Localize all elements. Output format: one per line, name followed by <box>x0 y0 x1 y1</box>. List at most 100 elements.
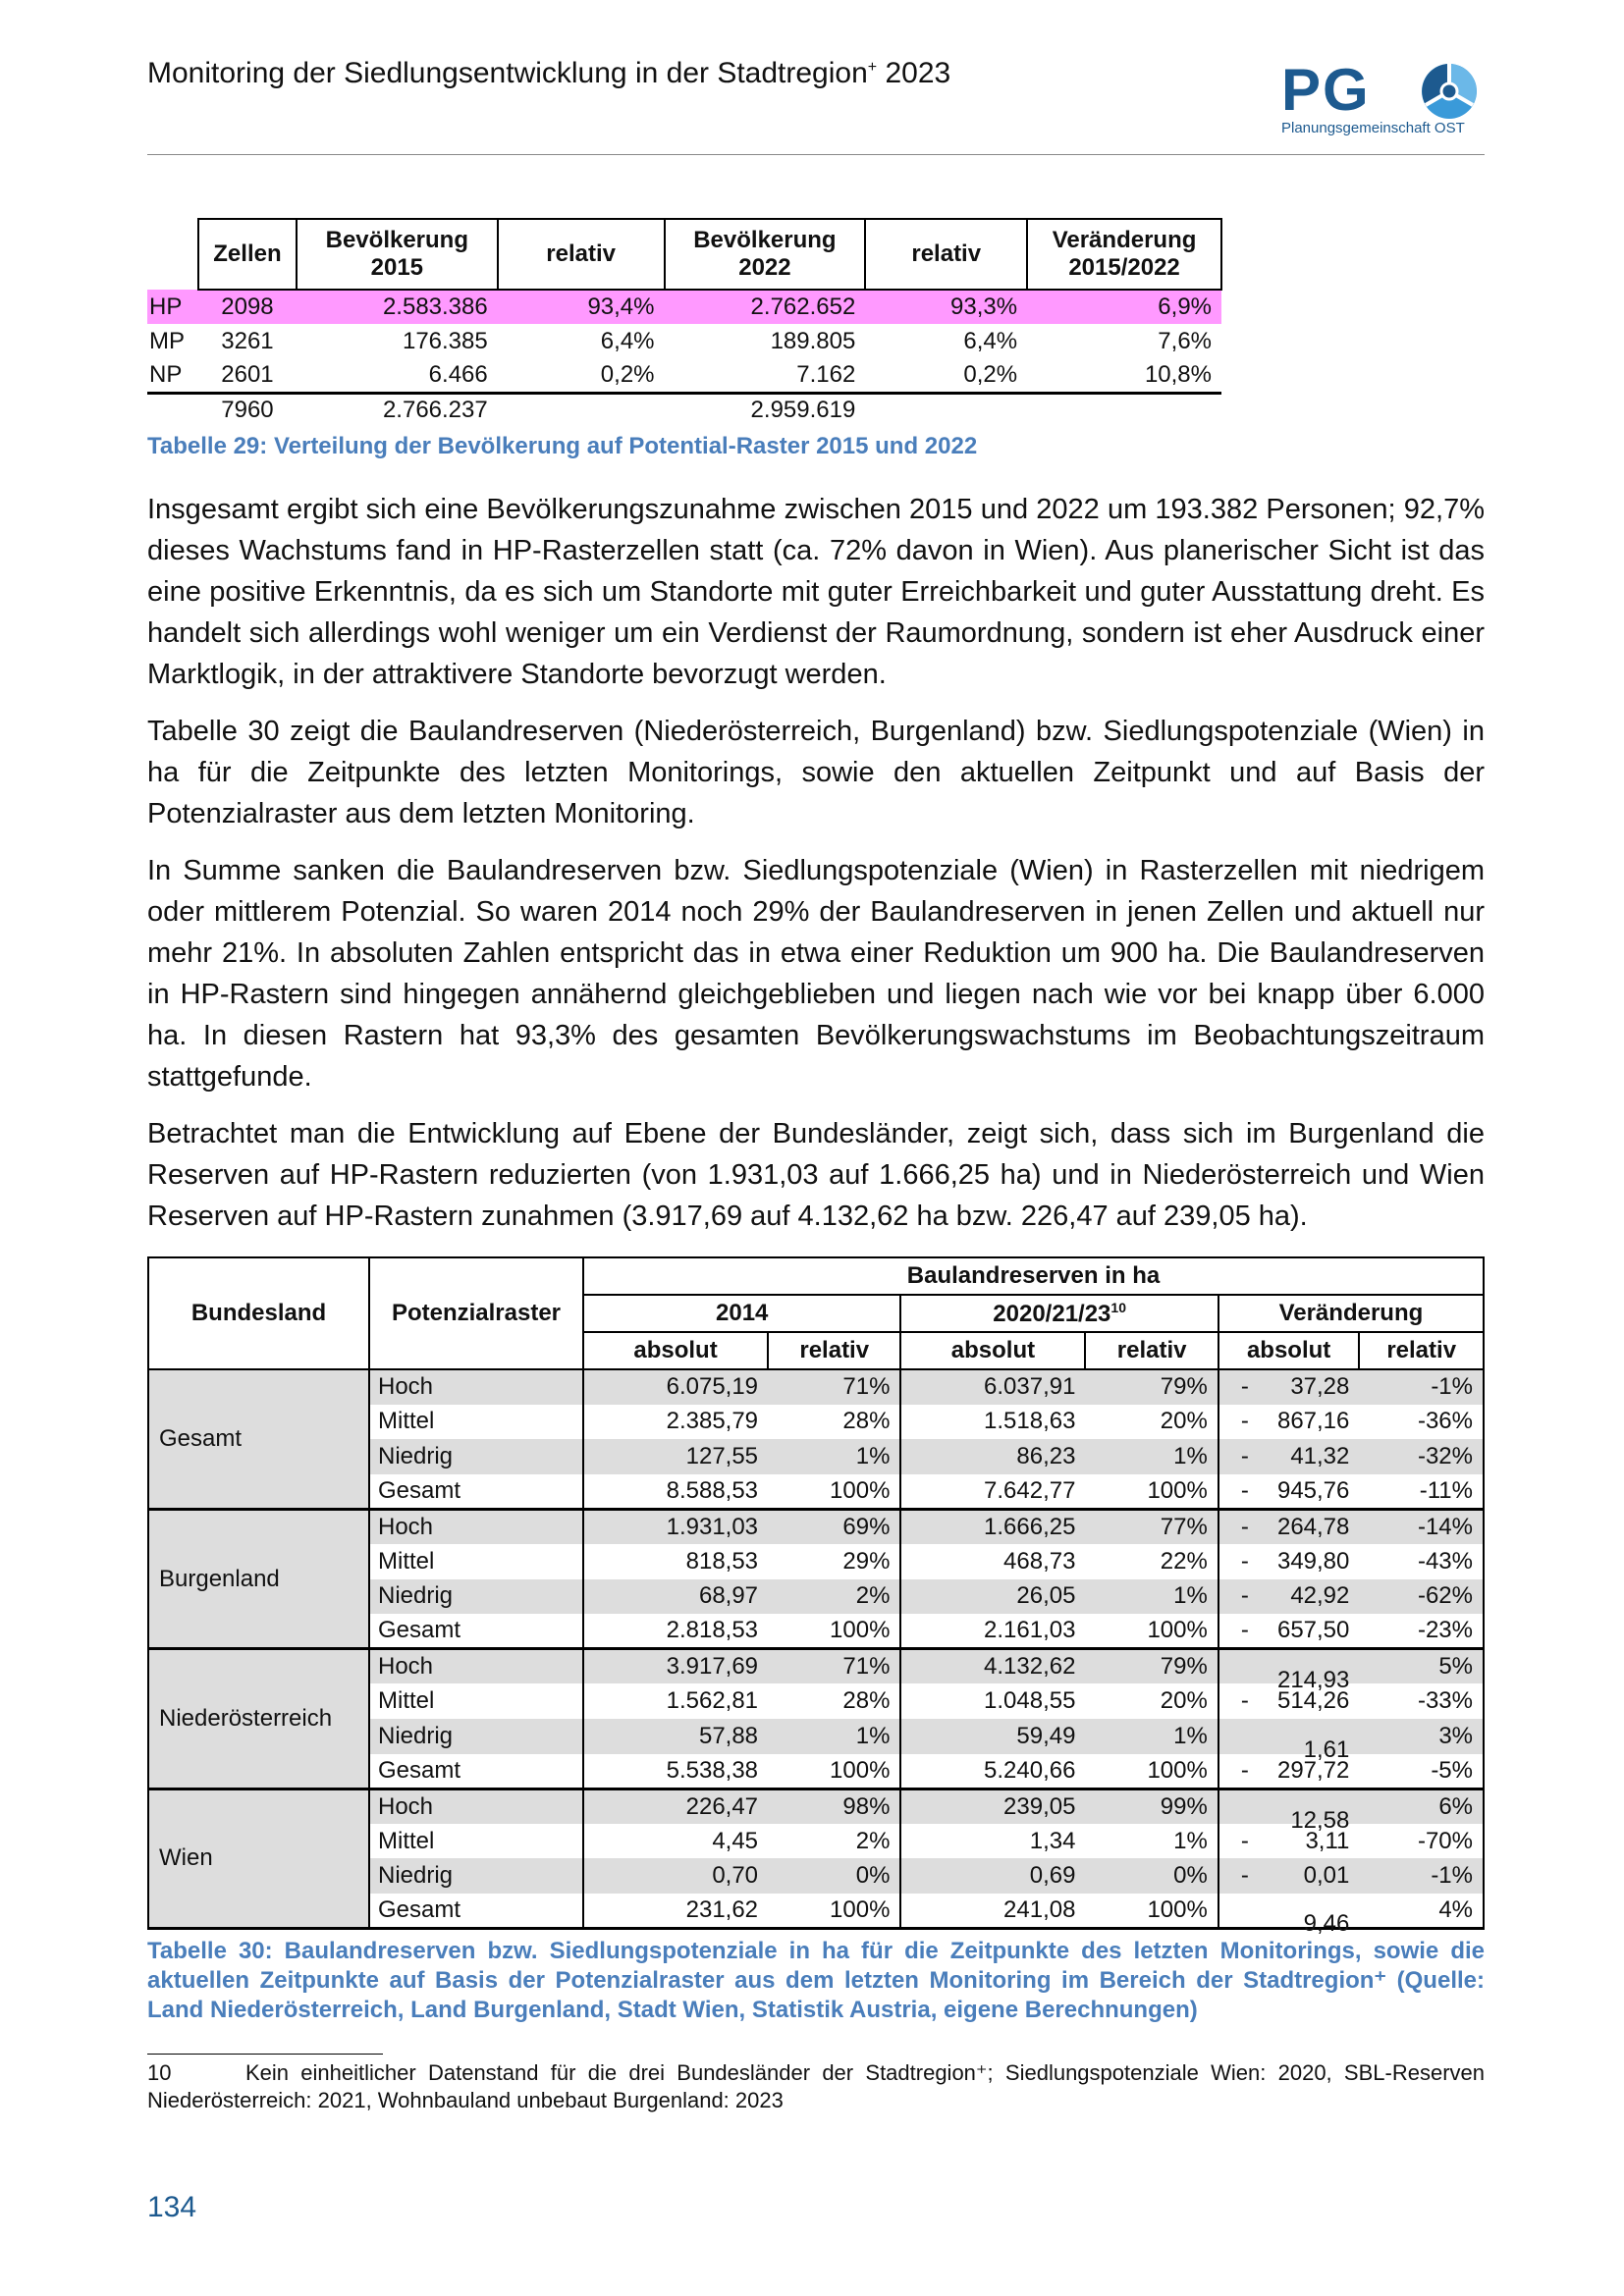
table-row: Mittel 1.562,81 28% 1.048,55 20% -514,26 -33% <box>148 1683 1485 1719</box>
table-cell: -23% <box>1359 1614 1485 1651</box>
table-cell: 0,2% <box>865 358 1028 395</box>
table-row: Mittel 818,53 29% 468,73 22% -349,80 -43% <box>148 1543 1485 1579</box>
table-cell: 0,70 <box>581 1858 769 1894</box>
table-cell: 20% <box>1160 1408 1208 1435</box>
bundesland-cell: Burgenland <box>147 1508 370 1651</box>
table-cell: 1.931,03 <box>581 1509 769 1544</box>
value: 42,92 <box>1290 1582 1350 1610</box>
sign: - <box>1240 1582 1249 1610</box>
table-cell: 1,34 <box>899 1823 1086 1859</box>
table-cell: 468,73 <box>899 1543 1086 1579</box>
table-row: Niedrig 0,70 0% 0,69 0% -0,01 -1% <box>148 1858 1485 1894</box>
paragraph-4: Betrachtet man die Entwicklung auf Ebene… <box>147 1118 1485 1232</box>
table-cell: 98% <box>768 1789 901 1824</box>
table-cell: 8.588,53 <box>581 1473 769 1511</box>
table-row: Burgenland Hoch 1.931,03 69% 1.666,25 77% -264… <box>147 1508 1485 1651</box>
table-row: Niederösterreich Hoch 3.917,69 71% 4.132,62 7… <box>147 1647 1485 1790</box>
sub-header: absolut <box>1217 1331 1361 1370</box>
table-cell: -1% <box>1359 1858 1485 1894</box>
table-cell <box>498 393 665 427</box>
change-absolute-cell: 9,46 <box>1217 1893 1360 1937</box>
table-cell: Hoch <box>368 1509 583 1544</box>
logo-letters: PG <box>1281 57 1371 123</box>
table-cell: 818,53 <box>581 1543 769 1579</box>
table-cell: 127,55 <box>581 1439 769 1474</box>
table-row: MP 3261 176.385 6,4% 189.805 6,4% 7,6% <box>147 324 1221 358</box>
sign: - <box>1240 1373 1249 1401</box>
table-29-caption: Tabelle 29: Verteilung der Bevölkerung a… <box>147 433 978 459</box>
table-cell: 4.132,62 <box>899 1648 1086 1684</box>
sub-header: absolut <box>899 1331 1087 1370</box>
header-sup: + <box>867 59 878 76</box>
header-title: Monitoring der Siedlungsentwicklung in d… <box>147 57 868 89</box>
table-cell: -14% <box>1359 1509 1485 1544</box>
sub-header: absolut <box>581 1331 770 1370</box>
table-cell: 226,47 <box>581 1789 769 1824</box>
t29-header: Zellen <box>196 218 298 291</box>
table-cell: -11% <box>1359 1473 1485 1511</box>
col-2020: 2020/21/2310 <box>899 1294 1219 1333</box>
table-cell: 2.959.619 <box>750 397 856 424</box>
table-cell: 10,8% <box>1027 358 1221 395</box>
table-cell: -70% <box>1359 1823 1485 1859</box>
change-absolute-cell: - 3,11 <box>1217 1823 1360 1859</box>
change-absolute-cell: - 37,28 <box>1217 1369 1360 1405</box>
header-year: 2023 <box>877 57 951 89</box>
table-cell: 5.538,38 <box>581 1753 769 1790</box>
paragraph-3: In Summe sanken die Baulandreserven bzw.… <box>147 855 1485 1093</box>
change-absolute-cell: -349,80 <box>1217 1543 1360 1579</box>
value: 264,78 <box>1276 1513 1350 1540</box>
table-cell: 2601 <box>197 358 297 395</box>
col-veraenderung: Veränderung <box>1217 1294 1486 1333</box>
table-cell: 3261 <box>221 327 274 354</box>
change-absolute-cell: - 41,32 <box>1217 1439 1360 1474</box>
table-cell: 6.466 <box>296 358 498 395</box>
header-rule <box>147 154 1485 155</box>
table-cell: 79% <box>1085 1648 1218 1684</box>
table-cell: 99% <box>1085 1789 1218 1824</box>
table-cell: 1% <box>1173 1827 1208 1854</box>
table-cell: -1% <box>1359 1369 1485 1405</box>
table-cell: -33% <box>1359 1683 1485 1719</box>
table-cell: 71% <box>768 1369 901 1405</box>
value: 945,76 <box>1276 1476 1350 1504</box>
sign: - <box>1240 1476 1249 1504</box>
table-cell <box>1027 393 1221 427</box>
change-absolute-cell: -945,76 <box>1217 1473 1360 1511</box>
table-cell <box>147 393 198 427</box>
table-cell: 1% <box>768 1718 901 1754</box>
table-row: Gesamt 5.538,38 100% 5.240,66 100% -297,72 -5% <box>148 1753 1485 1790</box>
table-cell: 4% <box>1359 1893 1485 1930</box>
footnote-text: Kein einheitlicher Datenstand für die dr… <box>147 2060 1485 2112</box>
paragraph-1: Insgesamt ergibt sich eine Bevölkerungsz… <box>147 494 1485 690</box>
t29-header <box>147 219 199 290</box>
change-absolute-cell: -264,78 <box>1217 1509 1360 1544</box>
table-cell: 7960 <box>221 397 274 424</box>
table-cell: 3% <box>1359 1718 1485 1754</box>
table-cell: -36% <box>1359 1404 1485 1440</box>
table-cell: 0% <box>768 1858 901 1894</box>
table-row: Mittel 4,45 2% 1,34 1% - 3,11 -70% <box>148 1823 1485 1859</box>
value: 514,26 <box>1276 1687 1350 1715</box>
col-baulandreserven: Baulandreserven in ha <box>582 1256 1485 1296</box>
table-cell: 2.385,79 <box>581 1404 769 1440</box>
table-cell: 7.642,77 <box>899 1473 1086 1511</box>
table-cell: Niedrig <box>368 1439 583 1474</box>
table-cell: 4,45 <box>581 1823 769 1859</box>
value: 3,11 <box>1305 1827 1350 1854</box>
table-cell: 5.240,66 <box>899 1753 1086 1790</box>
table-cell: 5% <box>1359 1648 1485 1684</box>
table-cell: 100% <box>768 1473 901 1511</box>
table-cell: 6.075,19 <box>581 1369 769 1405</box>
table-cell: 189.805 <box>770 327 856 354</box>
table-cell: Gesamt <box>368 1614 583 1651</box>
change-absolute-cell: - 0,01 <box>1217 1858 1360 1894</box>
table-cell: 100% <box>768 1893 901 1930</box>
sign: - <box>1240 1513 1249 1540</box>
sign: - <box>1240 1442 1249 1469</box>
table-cell: Gesamt <box>368 1753 583 1790</box>
table-cell: 86,23 <box>899 1439 1086 1474</box>
table-cell: 100% <box>1085 1614 1218 1651</box>
sub-header: relativ <box>1358 1331 1485 1370</box>
table-cell: 2.818,53 <box>581 1614 769 1651</box>
